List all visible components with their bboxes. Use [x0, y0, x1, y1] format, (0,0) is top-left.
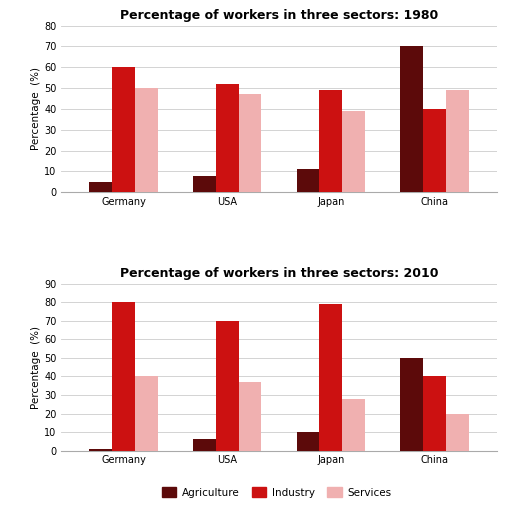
Bar [319, 304, 342, 451]
Bar [193, 439, 216, 451]
Bar [135, 376, 158, 451]
Title: Percentage of workers in three sectors: 1980: Percentage of workers in three sectors: … [120, 9, 438, 22]
Bar [319, 90, 342, 192]
Bar [446, 90, 468, 192]
Bar [423, 376, 446, 451]
Bar [135, 88, 158, 192]
Bar [342, 111, 365, 192]
Bar [296, 169, 319, 192]
Legend: Agriculture, Industry, Services: Agriculture, Industry, Services [158, 483, 395, 502]
Bar [193, 176, 216, 192]
Y-axis label: Percentage  (%): Percentage (%) [31, 68, 41, 151]
Bar [112, 303, 135, 451]
Bar [342, 399, 365, 451]
Y-axis label: Percentage  (%): Percentage (%) [31, 326, 41, 409]
Bar [446, 414, 468, 451]
Bar [239, 94, 262, 192]
Bar [112, 67, 135, 192]
Bar [216, 321, 239, 451]
Bar [400, 47, 423, 192]
Bar [90, 449, 112, 451]
Bar [90, 182, 112, 192]
Title: Percentage of workers in three sectors: 2010: Percentage of workers in three sectors: … [120, 267, 438, 280]
Bar [296, 432, 319, 451]
Bar [216, 84, 239, 192]
Bar [423, 109, 446, 192]
Bar [400, 358, 423, 451]
Bar [239, 382, 262, 451]
